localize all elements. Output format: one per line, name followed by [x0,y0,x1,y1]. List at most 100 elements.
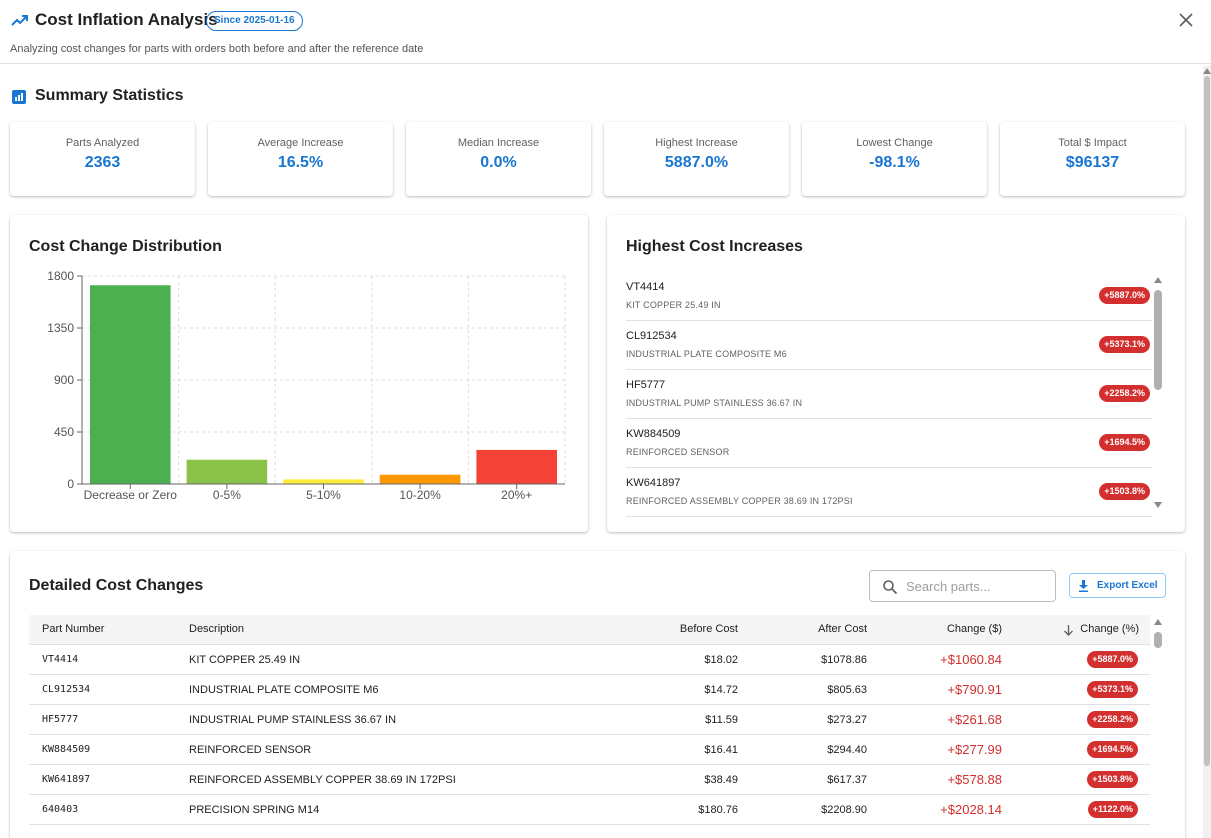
col-change-dollar[interactable]: Change ($) [946,623,1002,635]
stat-card-parts-analyzed: Parts Analyzed 2363 [10,122,195,196]
change-badge: +1122.0% [1087,801,1138,818]
col-change-percent[interactable]: Change (%) [1080,623,1139,635]
search-icon [883,580,898,595]
cell-desc: REINFORCED SENSOR [189,744,312,756]
search-box[interactable] [869,570,1056,602]
col-part-number[interactable]: Part Number [42,623,105,635]
chart-title: Cost Change Distribution [29,238,222,255]
cell-change-dollar: +$1060.84 [940,652,1002,667]
cell-part: KW641897 [42,774,91,785]
cell-part: KW884509 [42,744,91,755]
list-scrollbar[interactable] [1154,277,1162,510]
cell-before: $18.02 [704,654,738,666]
change-badge: +5887.0% [1099,287,1150,304]
cell-desc: REINFORCED ASSEMBLY COPPER 38.69 IN 172P… [189,774,456,786]
stat-value: -98.1% [869,154,920,171]
dialog-subtitle: Analyzing cost changes for parts with or… [10,43,424,55]
cell-before: $180.76 [698,804,738,816]
detailed-changes-card: Detailed Cost Changes Export Excel Part … [10,551,1185,838]
col-after-cost[interactable]: After Cost [818,623,867,635]
y-tick-label: 1350 [47,321,74,335]
x-tick-label: 0-5% [213,488,241,502]
stat-card-lowest-change: Lowest Change -98.1% [802,122,987,196]
cell-change-dollar: +$578.88 [947,772,1002,787]
cell-before: $14.72 [704,684,738,696]
list-item[interactable]: CL912534 INDUSTRIAL PLATE COMPOSITE M6 +… [626,321,1152,370]
cell-change-dollar: +$261.68 [947,712,1002,727]
scroll-up-arrow[interactable] [1154,619,1162,625]
change-badge: +5373.1% [1087,681,1138,698]
scroll-up-arrow[interactable] [1154,277,1162,283]
change-badge: +2258.2% [1087,711,1138,728]
stat-card-highest-increase: Highest Increase 5887.0% [604,122,789,196]
part-description: KIT COPPER 25.49 IN [626,300,721,310]
page-scrollbar[interactable] [1203,66,1211,838]
cell-after: $2208.90 [821,804,867,816]
x-tick-label: 20%+ [501,488,532,502]
col-before-cost[interactable]: Before Cost [679,623,738,635]
scroll-up-arrow[interactable] [1203,68,1211,74]
scrollbar-thumb[interactable] [1204,76,1210,766]
list-item[interactable]: VT4414 KIT COPPER 25.49 IN +5887.0% [626,272,1152,321]
bar-chart-icon [12,90,26,104]
cell-desc: INDUSTRIAL PUMP STAINLESS 36.67 IN [189,714,397,726]
export-label: Export Excel [1097,580,1158,591]
dialog-header: Cost Inflation Analysis Since 2025-01-16… [0,0,1211,64]
list-item[interactable]: KW884509 REINFORCED SENSOR +1694.5% [626,419,1152,468]
x-tick-label: 10-20% [399,488,441,502]
sort-desc-icon[interactable] [1063,624,1074,636]
cell-part: 640403 [42,804,79,815]
change-badge: +5373.1% [1099,336,1150,353]
list-item[interactable]: HF5777 INDUSTRIAL PUMP STAINLESS 36.67 I… [626,370,1152,419]
cost-distribution-card: Cost Change Distribution 0 450 900 1350 1800… [10,215,588,532]
highest-increases-list: VT4414 KIT COPPER 25.49 IN +5887.0% CL91… [626,272,1152,524]
cell-before: $11.59 [705,714,738,726]
bar-4 [476,449,557,484]
y-tick-label: 900 [54,373,74,387]
cell-desc: INDUSTRIAL PLATE COMPOSITE M6 [189,684,379,696]
search-input[interactable] [906,577,1046,595]
scroll-down-arrow[interactable] [1154,502,1162,508]
table-row[interactable]: HF5777 INDUSTRIAL PUMP STAINLESS 36.67 I… [29,705,1150,735]
table-row[interactable]: KW884509 REINFORCED SENSOR $16.41 $294.4… [29,735,1150,765]
list-item[interactable]: KW641897 REINFORCED ASSEMBLY COPPER 38.6… [626,468,1152,517]
export-excel-button[interactable]: Export Excel [1069,573,1166,598]
col-description[interactable]: Description [189,623,245,635]
bar-0 [90,285,171,484]
part-description: INDUSTRIAL PLATE COMPOSITE M6 [626,349,787,359]
cell-part: CL912534 [42,684,91,695]
cell-after: $294.40 [827,744,867,756]
table-row[interactable]: 640403 PRECISION SPRING M14 $180.76 $220… [29,795,1150,825]
bar-2 [283,479,364,484]
stat-label: Lowest Change [856,137,933,149]
detail-title: Detailed Cost Changes [29,577,204,594]
stat-value: 0.0% [480,154,517,171]
distribution-chart: 0 450 900 1350 1800 Decrease or Zero 0-5% 5-10%… [47,269,566,502]
cell-before: $38.49 [704,774,738,786]
cell-before: $16.41 [704,744,738,756]
cell-desc: PRECISION SPRING M14 [189,804,320,816]
x-tick-label: Decrease or Zero [84,488,178,502]
y-tick-label: 1800 [47,269,74,283]
stat-label: Parts Analyzed [65,137,140,149]
trending-up-icon [11,15,28,26]
scrollbar-thumb[interactable] [1154,632,1162,648]
table-row[interactable]: KW641897 REINFORCED ASSEMBLY COPPER 38.6… [29,765,1150,795]
part-number: VT4414 [626,281,665,293]
cell-change-dollar: +$790.91 [947,682,1002,697]
cell-part: HF5777 [42,714,79,725]
table-row[interactable]: CL912534 INDUSTRIAL PLATE COMPOSITE M6 $… [29,675,1150,705]
close-icon[interactable] [1176,10,1196,30]
part-number: HF5777 [626,379,666,391]
stat-label: Highest Increase [655,137,738,149]
table-scrollbar[interactable] [1154,619,1162,838]
part-description: INDUSTRIAL PUMP STAINLESS 36.67 IN [626,398,803,408]
cell-after: $1078.86 [821,654,867,666]
stat-value: $96137 [1065,154,1120,171]
scrollbar-thumb[interactable] [1154,290,1162,390]
change-badge: +1503.8% [1099,483,1150,500]
table-row[interactable]: VT4414 KIT COPPER 25.49 IN $18.02 $1078.… [29,645,1150,675]
cell-after: $273.27 [827,714,867,726]
part-description: REINFORCED SENSOR [626,447,730,457]
cell-part: VT4414 [42,654,79,665]
